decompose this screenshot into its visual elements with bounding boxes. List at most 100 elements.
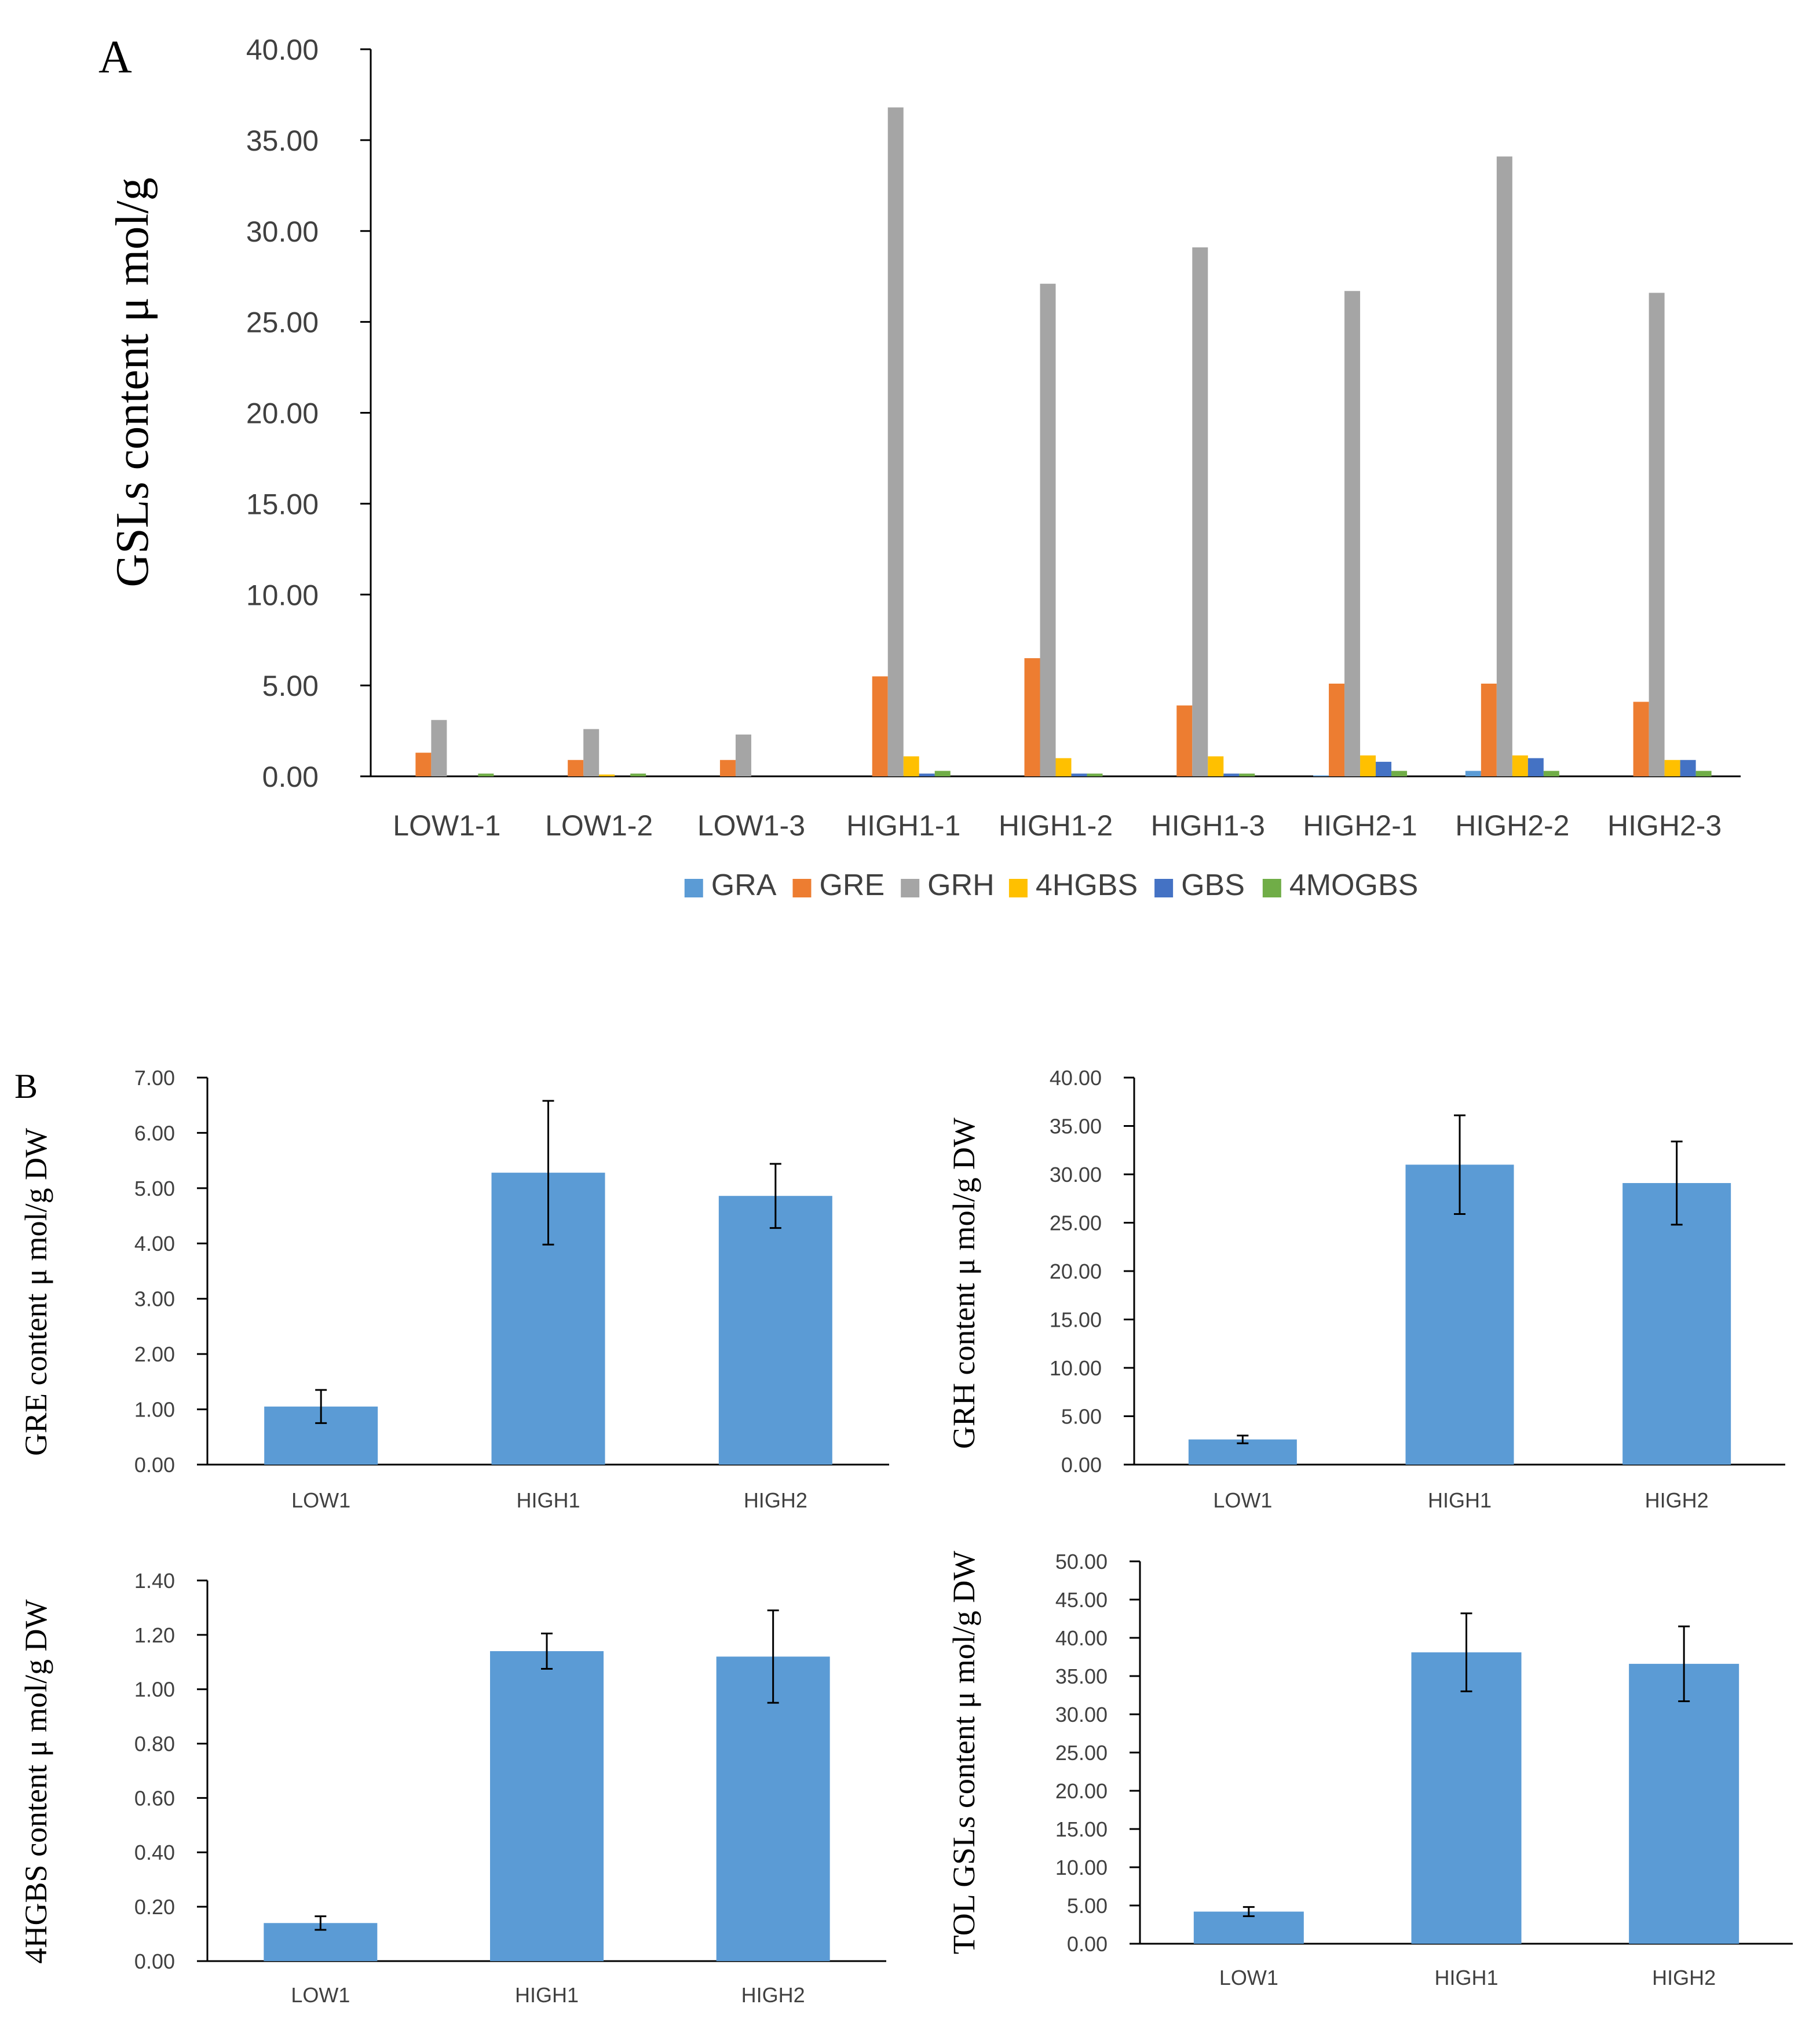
y-tick-label: 5.00	[1067, 1894, 1108, 1918]
bar-grh	[1344, 291, 1361, 777]
bar-4mogbs	[934, 771, 951, 776]
x-tick-label: HIGH1-3	[1151, 809, 1265, 842]
y-axis-label: TOL GSLs content μ mol/g DW	[946, 1551, 981, 1954]
bar-gre	[415, 753, 432, 776]
y-tick-label: 10.00	[1055, 1856, 1108, 1879]
bar	[1411, 1652, 1522, 1944]
bar	[716, 1656, 830, 1961]
y-tick-label: 50.00	[1055, 1550, 1108, 1574]
bar-4mogbs	[1543, 771, 1559, 776]
legend-label: 4MOGBS	[1289, 868, 1419, 902]
x-tick-label: LOW1	[1213, 1488, 1272, 1512]
legend-swatch	[901, 879, 920, 897]
bar	[1629, 1663, 1739, 1944]
y-tick-label: 0.60	[134, 1786, 175, 1810]
bar-4hgbs	[903, 756, 919, 776]
bar-gbs	[1680, 760, 1696, 776]
bar-4hgbs	[599, 774, 615, 776]
legend-label: GBS	[1181, 868, 1245, 902]
bar-gre	[872, 676, 888, 776]
y-tick-label: 7.00	[134, 1066, 175, 1090]
y-axis-label: 4HGBS content μ mol/g DW	[19, 1600, 53, 1964]
x-tick-label: HIGH2	[1652, 1966, 1716, 1989]
bar-gbs	[1071, 773, 1087, 776]
y-tick-label: 15.00	[1050, 1308, 1102, 1331]
y-tick-label: 15.00	[1055, 1817, 1108, 1841]
bar-grh	[1040, 283, 1056, 776]
x-tick-label: HIGH1	[1428, 1488, 1492, 1512]
y-tick-label: 0.00	[1067, 1932, 1108, 1956]
x-tick-label: HIGH1	[1434, 1966, 1498, 1989]
y-tick-label: 2.00	[134, 1342, 175, 1366]
y-tick-label: 3.00	[134, 1287, 175, 1311]
y-tick-label: 0.00	[134, 1453, 175, 1477]
bar-gbs	[919, 773, 935, 776]
chart-b3-4hgbs-content: 0.00 0.20 0.40 0.60 0.80 1.00 1.20 1.40 LOW1 HIGH…	[19, 1569, 886, 2007]
bar-4mogbs	[630, 773, 646, 776]
bar	[1622, 1183, 1731, 1465]
legend-label: GRA	[711, 868, 777, 902]
x-tick-label: LOW1-1	[393, 809, 500, 842]
chart-b2-grh-content: 0.00 5.00 10.00 15.00 20.00 25.00 30.00 35.00 40…	[946, 1066, 1785, 1512]
bar-gbs	[1527, 758, 1544, 776]
bar-grh	[735, 734, 751, 776]
legend-swatch	[792, 879, 812, 897]
bar-gre	[719, 760, 736, 776]
y-tick-label: 25.00	[1055, 1741, 1108, 1765]
y-axis-label: GSLs content μ mol/g	[107, 177, 158, 587]
bar	[490, 1651, 604, 1961]
bar-4hgbs	[1360, 755, 1376, 776]
y-tick-label: 0.00	[134, 1950, 175, 1973]
chart-b1-gre-content: 0.00 1.00 2.00 3.00 4.00 5.00 6.00 7.00 LOW1 HIGH…	[19, 1066, 889, 1512]
bar-4mogbs	[1695, 771, 1712, 776]
bar-4hgbs	[1055, 758, 1072, 776]
legend-swatch	[1154, 879, 1174, 897]
y-tick-label: 30.00	[1055, 1703, 1108, 1726]
legend-label: GRH	[927, 868, 995, 902]
legend-label: GRE	[819, 868, 885, 902]
bar-4mogbs	[478, 773, 494, 776]
bar-grh	[1649, 293, 1665, 776]
bar-gre	[1633, 702, 1649, 776]
y-tick-label: 30.00	[246, 216, 319, 248]
x-tick-label: HIGH2-3	[1607, 809, 1722, 842]
y-tick-label: 5.00	[262, 670, 319, 702]
bar	[718, 1196, 832, 1465]
y-tick-label: 0.80	[134, 1732, 175, 1756]
bar-grh	[887, 107, 904, 776]
chart-a-gsls-content: 0.00 5.00 10.00 15.00 20.00 25.00 30.00 35.00 40…	[107, 34, 1741, 902]
x-tick-label: LOW1-2	[545, 809, 653, 842]
bar-grh	[1192, 247, 1208, 776]
bar-gbs	[1376, 761, 1392, 776]
y-tick-label: 0.20	[134, 1895, 175, 1919]
y-tick-label: 1.00	[134, 1678, 175, 1702]
bar-grh	[431, 720, 447, 776]
y-axis-label: GRH content μ mol/g DW	[946, 1118, 981, 1449]
x-tick-label: HIGH2	[1645, 1488, 1709, 1512]
legend-swatch	[1262, 879, 1281, 897]
y-tick-label: 40.00	[246, 34, 319, 66]
x-tick-label: HIGH2-2	[1455, 809, 1569, 842]
y-tick-label: 5.00	[134, 1177, 175, 1200]
y-axis-label: GRE content μ mol/g DW	[19, 1128, 53, 1456]
y-tick-label: 40.00	[1055, 1626, 1108, 1650]
panel-label-b: B	[14, 1067, 38, 1105]
y-tick-label: 20.00	[246, 397, 319, 430]
y-tick-label: 0.40	[134, 1841, 175, 1864]
y-tick-label: 25.00	[246, 306, 319, 339]
y-tick-label: 1.20	[134, 1623, 175, 1647]
y-tick-label: 35.00	[246, 125, 319, 157]
x-tick-label: LOW1	[291, 1983, 350, 2007]
x-tick-label: LOW1	[1219, 1966, 1278, 1989]
y-tick-label: 1.00	[134, 1398, 175, 1422]
bar-gra	[1465, 771, 1481, 776]
y-tick-label: 40.00	[1050, 1066, 1102, 1090]
bar-4hgbs	[1512, 755, 1528, 776]
y-tick-label: 4.00	[134, 1232, 175, 1255]
bar-gre	[1176, 705, 1193, 776]
bar-grh	[1496, 156, 1512, 776]
x-tick-label: LOW1	[291, 1488, 350, 1512]
x-tick-label: HIGH2	[744, 1488, 807, 1512]
panel-label-a: A	[98, 32, 132, 83]
